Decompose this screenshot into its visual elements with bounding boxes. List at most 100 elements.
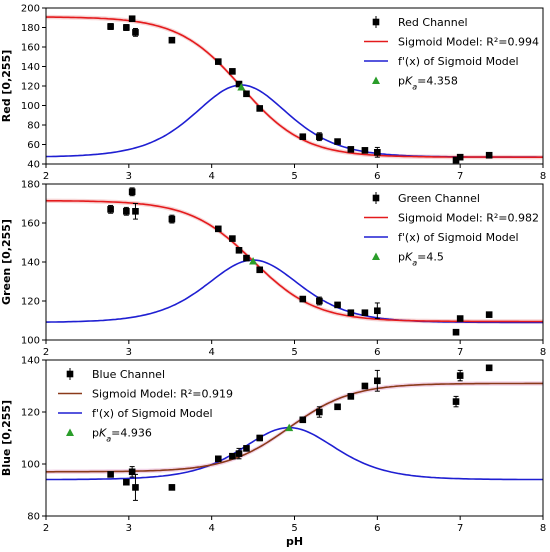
data-point [361, 382, 369, 390]
data-point [452, 328, 460, 336]
data-marker [235, 450, 243, 457]
legend-label-part: K [405, 75, 413, 88]
data-marker [361, 147, 369, 154]
y-tick-label: 100 [21, 460, 40, 471]
x-tick-label: 5 [291, 523, 297, 534]
x-tick-label: 6 [374, 523, 380, 534]
legend-label: f'(x) of Sigmoid Model [92, 407, 213, 420]
x-tick-label: 3 [126, 523, 132, 534]
data-point [316, 406, 323, 418]
x-axis-label: pH [286, 535, 303, 548]
data-marker [107, 23, 114, 30]
data-marker [128, 468, 136, 476]
y-tick-label: 140 [21, 62, 40, 73]
data-marker [299, 416, 307, 424]
data-point [168, 36, 176, 44]
data-point [128, 15, 136, 23]
panel-3: 80 100 120 140 2 3 4 5 6 7 8 Blue [0,255] pH Blue Cha… [0, 356, 546, 549]
data-marker [452, 398, 460, 405]
axes-frame [45, 7, 544, 165]
data-marker [132, 208, 139, 215]
data-marker [256, 105, 264, 112]
data-marker [452, 328, 460, 336]
pka-marker [285, 423, 294, 432]
data-marker [316, 408, 323, 416]
plot-area [46, 364, 543, 501]
y-tick-label: 80 [27, 121, 40, 132]
data-point [316, 296, 323, 306]
data-point [229, 68, 236, 75]
data-point [347, 393, 355, 400]
data-point [235, 247, 243, 254]
data-point [374, 302, 381, 320]
data-point [374, 146, 381, 158]
legend-label: Red Channel [398, 16, 468, 29]
x-tick-label: 8 [540, 171, 546, 182]
sigmoid-curve [46, 382, 543, 473]
data-marker [123, 24, 130, 31]
data-point [107, 23, 114, 30]
data-marker [347, 309, 355, 316]
data-marker [456, 372, 464, 379]
legend: Red Channel Sigmoid Model: R²=0.994 f'(x) … [364, 16, 539, 91]
data-point [334, 138, 341, 145]
y-tick-label: 180 [21, 180, 40, 191]
y-tick-label: 200 [21, 4, 40, 15]
data-marker [299, 295, 307, 303]
x-tick-label: 3 [126, 347, 132, 358]
data-point [299, 416, 307, 424]
data-marker [123, 478, 130, 486]
legend-label: f'(x) of Sigmoid Model [398, 231, 519, 244]
data-marker [229, 235, 236, 242]
plot-area [46, 187, 543, 336]
data-point [256, 105, 264, 112]
legend-label: pKa=4.358 [398, 75, 458, 92]
data-point [123, 478, 130, 486]
data-marker [229, 68, 236, 75]
y-tick-label: 120 [21, 408, 40, 419]
y-tick-label: 180 [21, 23, 40, 34]
data-marker [107, 206, 114, 213]
data-point [256, 434, 264, 442]
data-point [452, 395, 460, 408]
legend-label: Green Channel [398, 192, 480, 205]
derivative-curve [46, 259, 543, 324]
data-marker [132, 29, 139, 36]
data-marker [347, 146, 355, 153]
data-marker [456, 315, 464, 322]
legend-label: Blue Channel [92, 368, 165, 381]
data-marker [128, 15, 136, 23]
x-tick-label: 2 [43, 171, 49, 182]
derivative-curve [46, 84, 543, 158]
data-point [361, 147, 369, 154]
legend-label: pKa=4.5 [398, 251, 444, 268]
y-axis-label: Red [0,255] [0, 50, 13, 122]
data-point [485, 151, 493, 159]
data-point [132, 27, 139, 37]
data-point [243, 90, 250, 98]
legend-label-part: p [398, 75, 405, 88]
data-point [214, 455, 222, 463]
legend-pka-icon [66, 428, 74, 436]
data-marker [361, 309, 369, 316]
data-marker [485, 151, 493, 159]
data-marker [235, 247, 243, 254]
y-tick-label: 120 [21, 82, 40, 93]
pka-marker [249, 257, 258, 265]
data-marker [334, 301, 341, 309]
pka-marker [237, 82, 246, 91]
derivative-curve [46, 426, 543, 481]
y-tick-label: 100 [21, 336, 40, 347]
data-point [347, 146, 355, 153]
legend-pka-icon [372, 76, 380, 84]
legend-label-part: a [412, 258, 417, 267]
data-point [107, 471, 114, 478]
data-marker [299, 133, 307, 140]
data-marker [347, 393, 355, 400]
data-point [168, 214, 176, 224]
x-tick-label: 6 [374, 347, 380, 358]
legend-marker-icon [372, 18, 380, 26]
data-marker [123, 208, 130, 215]
data-marker [316, 297, 323, 305]
